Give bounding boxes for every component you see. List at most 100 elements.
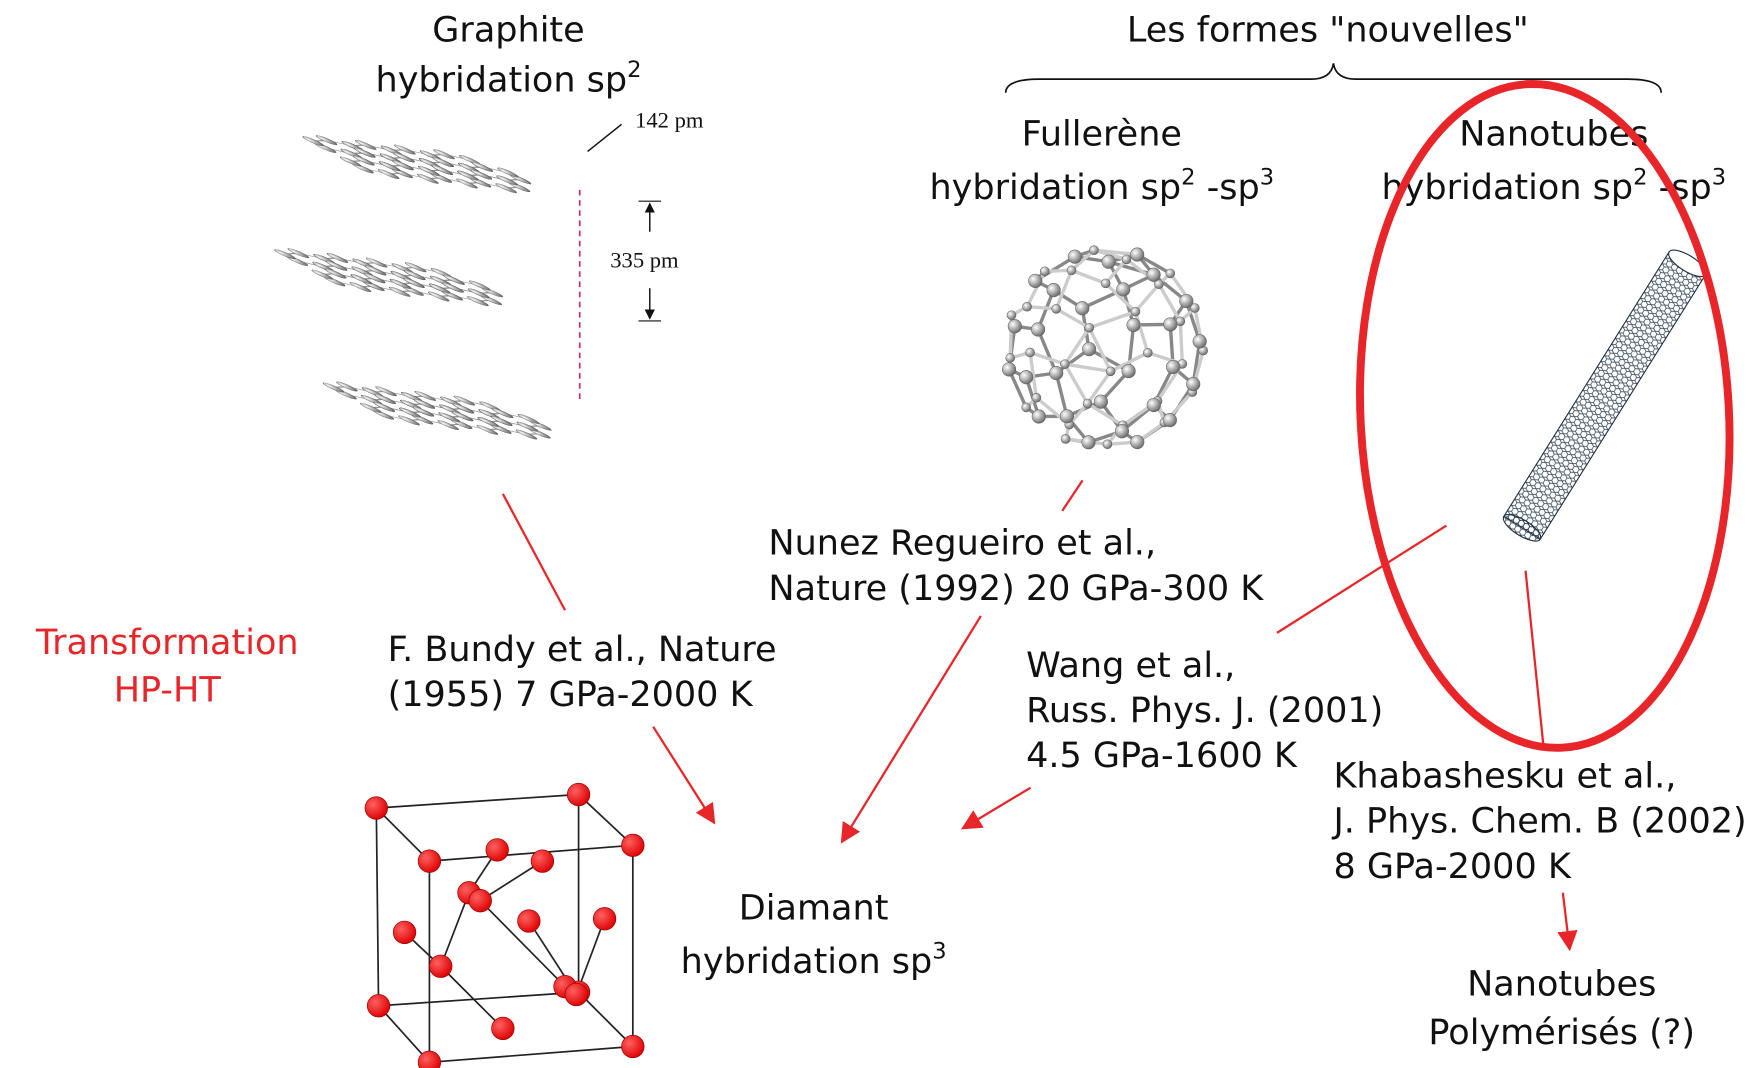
- atom: [497, 167, 519, 178]
- atom: [311, 269, 334, 280]
- atom: [451, 411, 474, 422]
- atom: [414, 391, 436, 401]
- atom: [1186, 377, 1201, 392]
- atom: [1143, 347, 1153, 358]
- atom: [1060, 359, 1070, 369]
- atom: [403, 278, 425, 288]
- atom: [1166, 359, 1181, 375]
- superscript: 2: [627, 57, 641, 83]
- atom: [1007, 319, 1022, 334]
- arrow: [1557, 892, 1578, 952]
- atom: [1021, 402, 1031, 413]
- bond: [1086, 370, 1113, 405]
- superscript: 2: [1181, 164, 1195, 190]
- nanotubes-hybridation: hybridation sp2 -sp3: [1381, 164, 1726, 208]
- atom: [1179, 293, 1194, 309]
- interlayer: 335 pm: [610, 247, 679, 272]
- atom: [516, 421, 539, 432]
- atom: [517, 909, 541, 933]
- nanotube-structure: [1502, 249, 1707, 542]
- atom: [1022, 301, 1032, 312]
- bond: [1063, 326, 1091, 366]
- bond: [1088, 310, 1136, 330]
- graphite-name: Graphite: [432, 10, 584, 51]
- cube-edge: [377, 1005, 431, 1063]
- connector: [501, 493, 567, 611]
- atom: [388, 286, 411, 297]
- atom: [468, 288, 490, 299]
- atom: [1154, 279, 1164, 290]
- atom: [496, 175, 518, 186]
- bond: [1054, 269, 1074, 310]
- atom: [1093, 394, 1108, 409]
- transformation: HP-HT: [114, 670, 222, 711]
- atom: [1084, 322, 1095, 333]
- atom: [394, 144, 416, 155]
- tube: [1503, 251, 1707, 540]
- atom: [302, 136, 324, 147]
- atom: [471, 161, 494, 172]
- atom: [1031, 322, 1046, 337]
- atom: [315, 135, 338, 146]
- atom: [353, 155, 375, 166]
- cube-edge: [375, 807, 431, 862]
- reference: Nature (1992) 20 GPa-300 K: [768, 568, 1264, 609]
- bond: [439, 892, 470, 967]
- atom: [1114, 424, 1130, 439]
- polymerized: Nanotubes: [1467, 963, 1656, 1004]
- atom: [477, 417, 500, 427]
- atom: [365, 257, 388, 268]
- atom: [1121, 254, 1132, 265]
- bond: [1055, 307, 1091, 330]
- atom: [621, 1034, 645, 1059]
- bond: [1063, 363, 1090, 405]
- atom: [566, 782, 591, 807]
- atom: [1019, 370, 1034, 385]
- atom: [1165, 268, 1176, 279]
- atom: [1100, 278, 1111, 289]
- polymerized: Polymérisés (?): [1428, 1012, 1695, 1053]
- fullerene-structure: [1001, 245, 1208, 450]
- atom: [515, 429, 538, 440]
- atom: [417, 173, 439, 184]
- atom: [1059, 409, 1074, 424]
- atom: [1190, 303, 1200, 313]
- atom: [1001, 362, 1017, 377]
- atom: [1049, 365, 1064, 381]
- atom: [339, 156, 362, 167]
- connector: [1061, 479, 1084, 512]
- atom: [1102, 439, 1113, 450]
- bond: [1026, 305, 1057, 311]
- bond: [440, 965, 504, 1029]
- atom: [453, 395, 476, 406]
- reference: 4.5 GPa-1600 K: [1026, 735, 1298, 776]
- graphene-layer: [322, 381, 552, 440]
- atom: [1066, 265, 1077, 276]
- atom: [373, 401, 395, 412]
- atom: [364, 796, 388, 820]
- atom: [592, 907, 617, 931]
- bond: [1134, 283, 1161, 313]
- atom: [470, 169, 493, 180]
- graphene-layer: [274, 248, 503, 307]
- atom: [429, 954, 453, 978]
- atom: [418, 166, 440, 176]
- bond: [1087, 327, 1113, 373]
- title: Les formes "nouvelles": [1127, 10, 1529, 51]
- diamant-name: Diamant: [739, 888, 889, 929]
- bond: [1178, 321, 1185, 364]
- atom: [1192, 334, 1207, 349]
- atom: [1089, 245, 1099, 256]
- atom: [326, 252, 349, 263]
- bond: [1036, 328, 1058, 374]
- atom: [1060, 434, 1071, 444]
- atom: [325, 260, 348, 271]
- atom: [1163, 317, 1178, 332]
- atom: [452, 403, 475, 414]
- atom: [485, 838, 509, 862]
- atom: [274, 249, 296, 260]
- atom: [476, 424, 499, 435]
- reference: F. Bundy et al., Nature: [388, 629, 777, 670]
- atom: [1031, 409, 1046, 424]
